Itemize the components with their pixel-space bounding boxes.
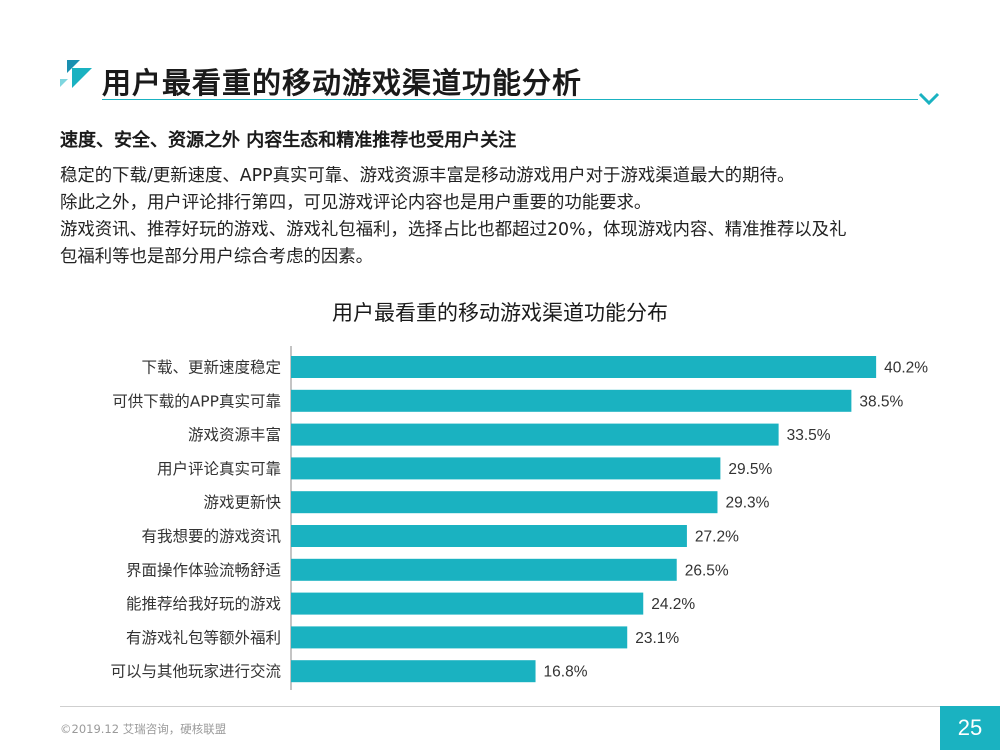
page-number: 25 [940,706,1000,750]
category-label: 游戏更新快 [203,494,281,512]
category-label: 有我想要的游戏资讯 [141,528,281,546]
category-label: 能推荐给我好玩的游戏 [126,595,281,613]
bar [291,356,877,378]
bar [291,626,628,649]
bar [291,423,779,446]
bar-value-label: 29.3% [725,495,769,512]
chart-title: 用户最看重的移动游戏渠道功能分布 [332,301,668,325]
body-paragraph-1: 稳定的下载/更新速度、APP真实可靠、游戏资源丰富是移动游戏用户对于游戏渠道最大… [60,166,795,186]
bar-value-label: 23.1% [635,630,679,647]
copyright-text: ©2019.12 艾瑞咨询，硬核联盟 [60,722,227,736]
bar [291,457,721,480]
category-label: 界面操作体验流畅舒适 [126,561,281,579]
category-label: 可以与其他玩家进行交流 [110,663,281,681]
page-title: 用户最看重的移动游戏渠道功能分析 [102,66,583,100]
body-text: 稳定的下载/更新速度、APP真实可靠、游戏资源丰富是移动游戏用户对于游戏渠道最大… [60,163,960,271]
footer-divider [60,706,940,707]
category-label: 用户评论真实可靠 [157,460,281,478]
title-divider [102,99,918,100]
bar [291,389,852,412]
bar-value-label: 16.8% [544,664,588,681]
bar-value-label: 24.2% [651,596,695,613]
category-label: 游戏资源丰富 [188,426,281,444]
bar [291,558,677,581]
category-label: 可供下载的APP真实可靠 [112,392,281,410]
category-label: 下载、更新速度稳定 [141,359,281,377]
bar-chart: 下载、更新速度稳定 40.2% 可供下载的APP真实可靠 38.5% 游戏资源丰富 33.… [110,346,928,690]
body-paragraph-3: 游戏资讯、推荐好玩的游戏、游戏礼包福利，选择占比也都超过20%，体现游戏内容、精… [60,220,847,240]
bar-value-label: 29.5% [728,461,772,478]
bar-value-label: 33.5% [787,427,831,444]
chevron-down-icon [918,92,940,106]
bar-value-label: 27.2% [695,529,739,546]
bar [291,592,644,615]
bar [291,491,718,514]
bar-value-label: 40.2% [884,360,928,377]
body-paragraph-4: 包福利等也是部分用户综合考虑的因素。 [60,247,374,267]
bar-value-label: 26.5% [685,562,729,579]
section-subtitle: 速度、安全、资源之外 内容生态和精准推荐也受用户关注 [60,130,517,151]
body-paragraph-2: 除此之外，用户评论排行第四，可见游戏评论内容也是用户重要的功能要求。 [60,193,652,213]
brand-logo-icon [60,60,92,88]
category-label: 有游戏礼包等额外福利 [126,629,281,647]
bar [291,525,687,547]
bar-value-label: 38.5% [859,393,903,410]
bar [291,660,536,683]
